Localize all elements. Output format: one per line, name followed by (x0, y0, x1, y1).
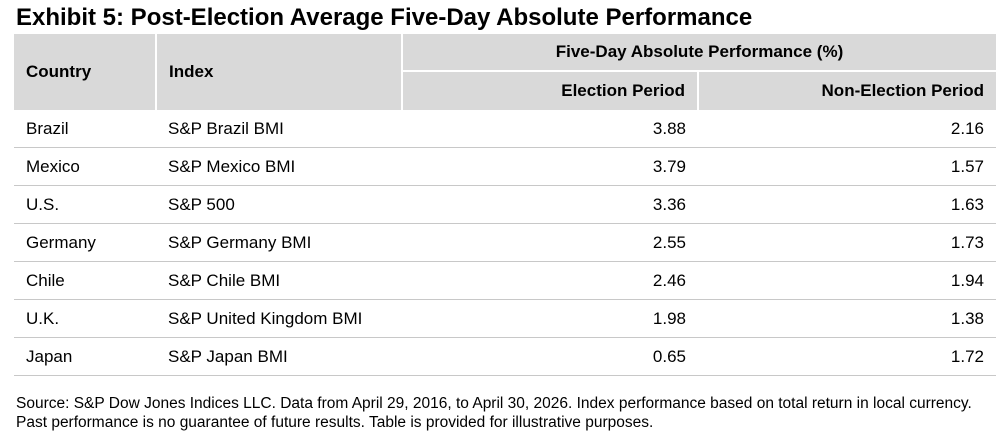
cell-country: Chile (14, 261, 156, 300)
cell-election: 1.98 (402, 299, 698, 338)
cell-index: S&P 500 (156, 185, 402, 224)
header-election-period: Election Period (401, 70, 698, 110)
cell-non-election: 1.73 (698, 223, 996, 262)
cell-non-election: 2.16 (698, 110, 996, 148)
cell-index: S&P United Kingdom BMI (156, 299, 402, 338)
cell-election: 2.55 (402, 223, 698, 262)
header-group-performance: Five-Day Absolute Performance (%) (401, 34, 996, 71)
cell-election: 3.36 (402, 185, 698, 224)
cell-non-election: 1.57 (698, 147, 996, 186)
cell-index: S&P Germany BMI (156, 223, 402, 262)
header-index: Index (155, 34, 402, 110)
table-row: U.S. S&P 500 3.36 1.63 (14, 185, 996, 224)
exhibit-title: Exhibit 5: Post-Election Average Five-Da… (16, 4, 753, 31)
table-row: Brazil S&P Brazil BMI 3.88 2.16 (14, 110, 996, 148)
cell-election: 3.88 (402, 110, 698, 148)
cell-non-election: 1.72 (698, 337, 996, 376)
cell-index: S&P Brazil BMI (156, 110, 402, 148)
cell-index: S&P Chile BMI (156, 261, 402, 300)
cell-index: S&P Japan BMI (156, 337, 402, 376)
cell-country: Brazil (14, 110, 156, 148)
cell-country: Mexico (14, 147, 156, 186)
table-row: Japan S&P Japan BMI 0.65 1.72 (14, 337, 996, 376)
header-country: Country (14, 34, 156, 110)
cell-non-election: 1.94 (698, 261, 996, 300)
cell-country: U.K. (14, 299, 156, 338)
source-note: Source: S&P Dow Jones Indices LLC. Data … (16, 395, 972, 431)
header-non-election-period: Non-Election Period (697, 70, 996, 110)
cell-index: S&P Mexico BMI (156, 147, 402, 186)
table-row: Chile S&P Chile BMI 2.46 1.94 (14, 261, 996, 300)
performance-table: Country Index Five-Day Absolute Performa… (14, 34, 996, 376)
cell-country: Japan (14, 337, 156, 376)
cell-country: U.S. (14, 185, 156, 224)
cell-country: Germany (14, 223, 156, 262)
table-row: Mexico S&P Mexico BMI 3.79 1.57 (14, 147, 996, 186)
cell-election: 0.65 (402, 337, 698, 376)
cell-non-election: 1.63 (698, 185, 996, 224)
cell-election: 2.46 (402, 261, 698, 300)
table-row: U.K. S&P United Kingdom BMI 1.98 1.38 (14, 299, 996, 338)
cell-non-election: 1.38 (698, 299, 996, 338)
cell-election: 3.79 (402, 147, 698, 186)
table-body: Brazil S&P Brazil BMI 3.88 2.16 Mexico S… (14, 110, 996, 376)
table-row: Germany S&P Germany BMI 2.55 1.73 (14, 223, 996, 262)
